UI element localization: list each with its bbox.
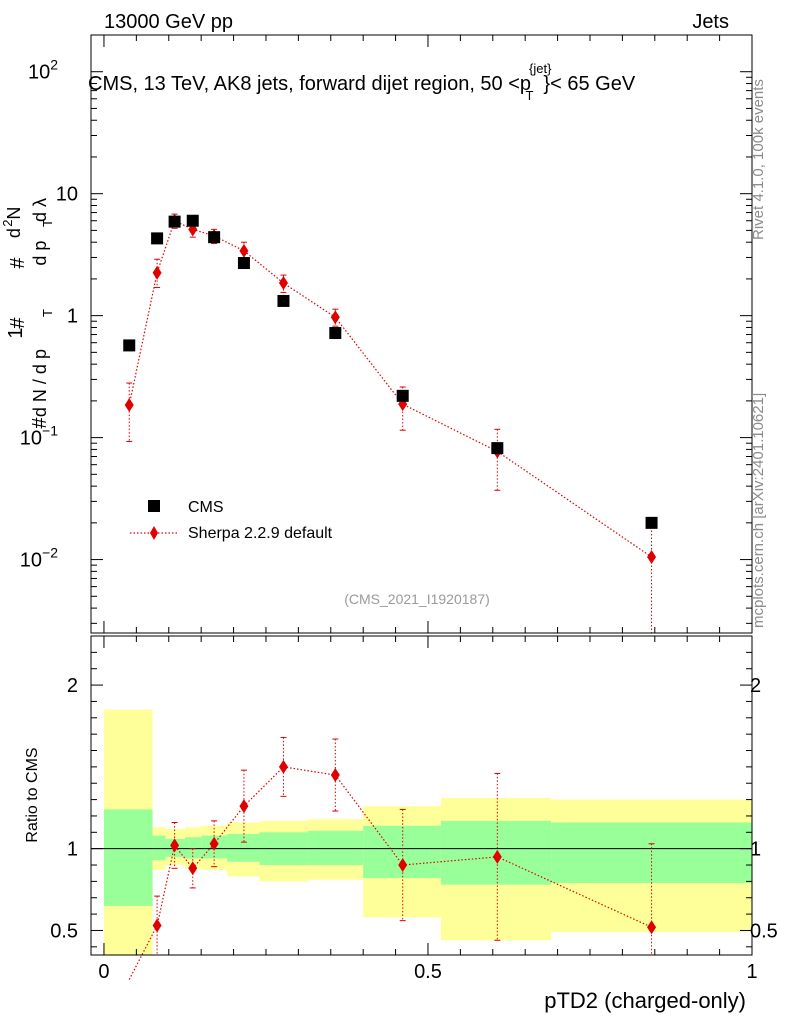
ratio-mc-point-8 [398, 858, 408, 873]
main-data-point-8 [396, 389, 409, 402]
y-label-sub-1: T [40, 309, 55, 317]
ratio-uncertainty-bands [103, 709, 752, 955]
ratio-mc-series [126, 736, 657, 980]
ratio-mc-point-9 [492, 849, 502, 864]
y-label-hash-2: # [29, 417, 51, 429]
y-label-sub-2: T [40, 219, 55, 227]
ratio-ytick-label-left-1: 1 [67, 839, 78, 861]
main-ytick-label-0: 102 [28, 57, 58, 84]
axis-tick-labels: 102 10 1 10−1 10−2 0 0.5 1 2 2 1 1 0.5 0.5 [20, 57, 778, 983]
y-label-d2n: d [4, 228, 24, 238]
ratio-band-inner-1 [152, 835, 166, 861]
legend-cms-label: CMS [188, 499, 224, 516]
main-data-point-3 [186, 214, 199, 227]
ratio-band-inner-3 [184, 837, 202, 859]
ratio-band-inner-5 [227, 833, 260, 862]
y-label-hash-1: # [7, 317, 29, 329]
y-label-text: # 1 # d N / d p T # d 2 N d p T d λ [0, 198, 57, 429]
y-label-hash-3: # [7, 257, 29, 269]
ratio-ytick-label-left-0: 2 [67, 675, 78, 697]
mcplots-label: mcplots.cern.ch [arXiv:2401.10621] [750, 393, 767, 628]
plot-title-main: CMS, 13 TeV, AK8 jets, forward dijet reg… [88, 73, 531, 95]
main-y-axis-label: # 1 # d N / d p T # d 2 N d p T d λ [0, 198, 57, 429]
ratio-mc-point-10 [647, 920, 657, 935]
main-plot-frame [90, 34, 753, 634]
main-data-point-9 [491, 442, 504, 455]
main-data-point-6 [277, 294, 290, 307]
analysis-tag: (CMS_2021_I1920187) [344, 591, 490, 607]
y-label-numerator: 1 [5, 328, 27, 339]
ratio-mc-point-7 [330, 768, 340, 783]
main-data-point-2 [168, 215, 181, 228]
main-ytick-label-3: 10−1 [20, 423, 58, 450]
main-mc-series [124, 213, 657, 633]
plot-title: CMS, 13 TeV, AK8 jets, forward dijet reg… [88, 61, 636, 103]
plot-title-sub: T [525, 88, 533, 103]
y-label-dp: d p [30, 241, 50, 266]
ratio-mc-point-4 [209, 836, 219, 851]
main-mc-point-0 [124, 398, 134, 413]
legend-cms-marker [148, 500, 160, 512]
ratio-band-inner-10 [551, 822, 752, 884]
legend-sherpa-marker [150, 526, 158, 540]
ratio-ytick-label-right-1: 1 [750, 839, 761, 861]
ratio-mc-point-3 [188, 861, 198, 876]
rivet-version-label: Rivet 4.1.0, 100k events [750, 79, 767, 240]
main-data-point-5 [237, 257, 250, 270]
y-label-sup: 2 [0, 219, 15, 226]
main-mc-point-7 [330, 310, 340, 325]
ratio-band-inner-0 [103, 809, 153, 906]
ratio-mc-point-6 [278, 759, 288, 774]
main-ytick-label-4: 10−2 [20, 545, 58, 572]
axis-ticks [91, 34, 753, 955]
ratio-ytick-label-left-2: 0.5 [50, 920, 78, 942]
main-ytick-label-1: 10 [56, 184, 78, 206]
ratio-mc-point-1 [152, 918, 162, 933]
y-label-n: N [4, 207, 24, 220]
plot-title-sup: {jet} [529, 61, 552, 76]
legend: CMS Sherpa 2.2.9 default [130, 499, 333, 542]
ratio-ytick-label-right-2: 0.5 [750, 920, 778, 942]
ratio-xtick-label-0: 0 [98, 961, 109, 983]
main-data-point-10 [645, 516, 658, 529]
main-mc-point-1 [152, 265, 162, 280]
y-label-denominator: d N / d p [30, 349, 50, 417]
ratio-mc-point-2 [170, 838, 180, 853]
ratio-xtick-label-2: 1 [746, 961, 757, 983]
jets-label: Jets [692, 11, 729, 33]
plot-title-end: }< 65 GeV [543, 73, 635, 95]
legend-sherpa-label: Sherpa 2.2.9 default [188, 525, 333, 542]
main-ytick-label-2: 1 [67, 306, 78, 328]
ratio-xtick-label-1: 0.5 [414, 961, 442, 983]
main-data-point-0 [123, 339, 136, 352]
ratio-y-axis-label: Ratio to CMS [24, 747, 41, 842]
main-mc-line [128, 219, 652, 558]
main-mc-point-10 [647, 549, 657, 564]
ratio-ytick-label-right-0: 2 [750, 675, 761, 697]
main-data-point-1 [151, 232, 164, 245]
y-label-dlambda: d λ [30, 198, 50, 222]
x-axis-title: pTD2 (charged-only) [544, 988, 746, 1013]
ratio-plot-frame [90, 635, 753, 956]
main-data-point-7 [329, 327, 342, 340]
ratio-mc-point-5 [239, 799, 249, 814]
ratio-band-inner-7 [308, 830, 364, 866]
main-data-point-4 [208, 231, 221, 244]
main-data-series [123, 214, 658, 529]
energy-label: 13000 GeV pp [104, 11, 233, 33]
main-mc-point-5 [239, 243, 249, 258]
main-mc-point-6 [278, 276, 288, 291]
